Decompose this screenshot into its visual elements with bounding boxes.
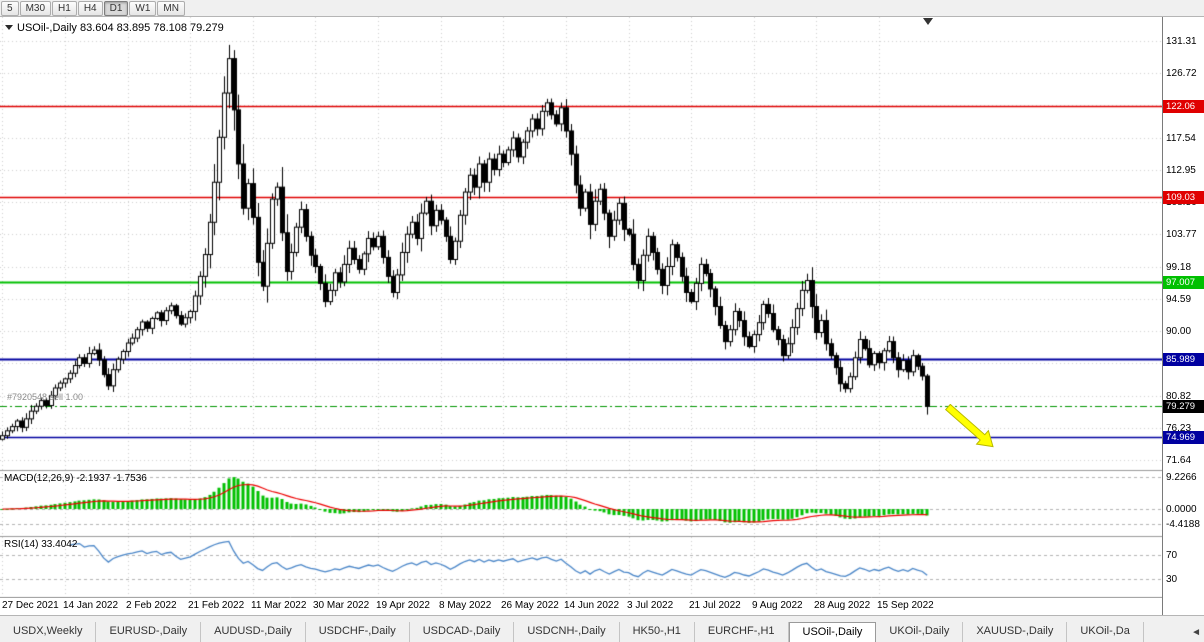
timeframe-button-d1[interactable]: D1 bbox=[103, 0, 129, 16]
tab-usdchf-daily[interactable]: USDCHF-,Daily bbox=[306, 622, 410, 642]
tab-ukoil-da[interactable]: UKOil-,Da bbox=[1067, 622, 1144, 642]
price-axis[interactable]: 131.31126.72122.13117.54112.95108.36103.… bbox=[1162, 17, 1204, 615]
open-order-label: #7920548 sell 1.00 bbox=[7, 392, 84, 403]
tab-usdcad-daily[interactable]: USDCAD-,Daily bbox=[410, 622, 515, 642]
tab-scroll-left-icon[interactable]: ◄ bbox=[1191, 627, 1201, 638]
tab-usdcnh-daily[interactable]: USDCNH-,Daily bbox=[514, 622, 620, 642]
date-axis-label: 2 Feb 2022 bbox=[126, 600, 177, 611]
timeframe-button-mn[interactable]: MN bbox=[157, 0, 185, 16]
date-axis-label: 9 Aug 2022 bbox=[752, 600, 803, 611]
timeframe-button-m30[interactable]: M30 bbox=[19, 0, 52, 16]
price-axis-label: 112.95 bbox=[1166, 164, 1196, 176]
price-axis-label: 99.18 bbox=[1166, 261, 1192, 273]
date-axis-label: 14 Jun 2022 bbox=[564, 600, 620, 611]
chart-shift-marker-icon[interactable] bbox=[923, 18, 933, 25]
timeframe-toolbar: 5 M30 H1 H4 D1 W1 MN bbox=[0, 0, 1204, 17]
macd-indicator-label: MACD(12,26,9) -2.1937 -1.7536 bbox=[4, 473, 147, 484]
chart-area[interactable]: USOil-,Daily 83.604 83.895 78.108 79.279… bbox=[0, 17, 1204, 615]
date-axis-label: 11 Mar 2022 bbox=[251, 600, 307, 611]
date-axis-label: 28 Aug 2022 bbox=[814, 600, 871, 611]
date-axis-label: 21 Feb 2022 bbox=[188, 600, 245, 611]
price-chart-canvas[interactable] bbox=[0, 17, 1162, 598]
chart-tab-bar: USDX,Weekly EURUSD-,Daily AUDUSD-,Daily USD… bbox=[0, 615, 1204, 642]
date-axis-label: 26 May 2022 bbox=[501, 600, 559, 611]
chart-dropdown-icon[interactable] bbox=[5, 25, 13, 30]
date-axis-label: 19 Apr 2022 bbox=[376, 600, 430, 611]
macd-axis-label: 0.0000 bbox=[1166, 504, 1197, 516]
tab-usdx-weekly[interactable]: USDX,Weekly bbox=[0, 622, 97, 642]
chart-tabs: USDX,Weekly EURUSD-,Daily AUDUSD-,Daily USD… bbox=[0, 622, 1196, 642]
tab-usoil-daily[interactable]: USOil-,Daily bbox=[788, 622, 877, 642]
tab-xauusd-daily[interactable]: XAUUSD-,Daily bbox=[963, 622, 1068, 642]
arrow-shape bbox=[944, 404, 994, 448]
macd-axis-label: 9.2266 bbox=[1166, 472, 1197, 484]
date-axis-label: 14 Jan 2022 bbox=[63, 600, 119, 611]
price-tag-97.007: 97.007 bbox=[1163, 275, 1204, 289]
date-axis-label: 21 Jul 2022 bbox=[689, 600, 741, 611]
price-tag-79.279: 79.279 bbox=[1163, 400, 1204, 414]
timeframe-button-w1[interactable]: W1 bbox=[129, 0, 157, 16]
rsi-axis-label: 70 bbox=[1166, 550, 1178, 561]
tab-eurusd-daily[interactable]: EURUSD-,Daily bbox=[96, 622, 202, 642]
price-axis-label: 103.77 bbox=[1166, 229, 1197, 241]
tab-hk50-h1[interactable]: HK50-,H1 bbox=[620, 622, 695, 642]
timeframe-button-h4[interactable]: H4 bbox=[77, 0, 103, 16]
price-axis-label: 131.31 bbox=[1166, 36, 1197, 48]
rsi-indicator-label: RSI(14) 33.4042 bbox=[4, 539, 78, 550]
price-tag-85.989: 85.989 bbox=[1163, 353, 1204, 367]
date-axis-label: 30 Mar 2022 bbox=[313, 600, 370, 611]
date-axis-label: 8 May 2022 bbox=[439, 600, 492, 611]
timeframe-button-5[interactable]: 5 bbox=[1, 0, 19, 16]
price-axis-label: 94.59 bbox=[1166, 293, 1192, 305]
trend-arrow[interactable] bbox=[943, 404, 1005, 456]
macd-axis-label: -4.4188 bbox=[1166, 519, 1200, 531]
tab-ukoil-daily[interactable]: UKOil-,Daily bbox=[876, 622, 964, 642]
time-axis[interactable]: 27 Dec 2021 14 Jan 2022 2 Feb 2022 21 Feb 2… bbox=[0, 598, 1162, 615]
date-axis-label: 3 Jul 2022 bbox=[627, 600, 674, 611]
tab-eurchf-h1[interactable]: EURCHF-,H1 bbox=[695, 622, 789, 642]
tab-audusd-daily[interactable]: AUDUSD-,Daily bbox=[201, 622, 306, 642]
price-axis-label: 117.54 bbox=[1166, 132, 1196, 144]
price-tag-109.03: 109.03 bbox=[1163, 191, 1204, 205]
rsi-axis-label: 30 bbox=[1166, 574, 1178, 585]
price-axis-label: 80.82 bbox=[1166, 390, 1192, 402]
price-axis-label: 76.23 bbox=[1166, 422, 1192, 434]
date-axis-label: 15 Sep 2022 bbox=[877, 600, 934, 611]
price-axis-label: 71.64 bbox=[1166, 455, 1192, 467]
price-axis-label: 126.72 bbox=[1166, 68, 1197, 80]
price-tag-74.969: 74.969 bbox=[1163, 430, 1204, 444]
price-tag-122.06: 122.06 bbox=[1163, 99, 1204, 113]
date-axis-label: 27 Dec 2021 bbox=[2, 600, 59, 611]
timeframe-button-h1[interactable]: H1 bbox=[52, 0, 77, 16]
chart-title: USOil-,Daily 83.604 83.895 78.108 79.279 bbox=[17, 22, 224, 34]
price-axis-label: 90.00 bbox=[1166, 326, 1192, 338]
